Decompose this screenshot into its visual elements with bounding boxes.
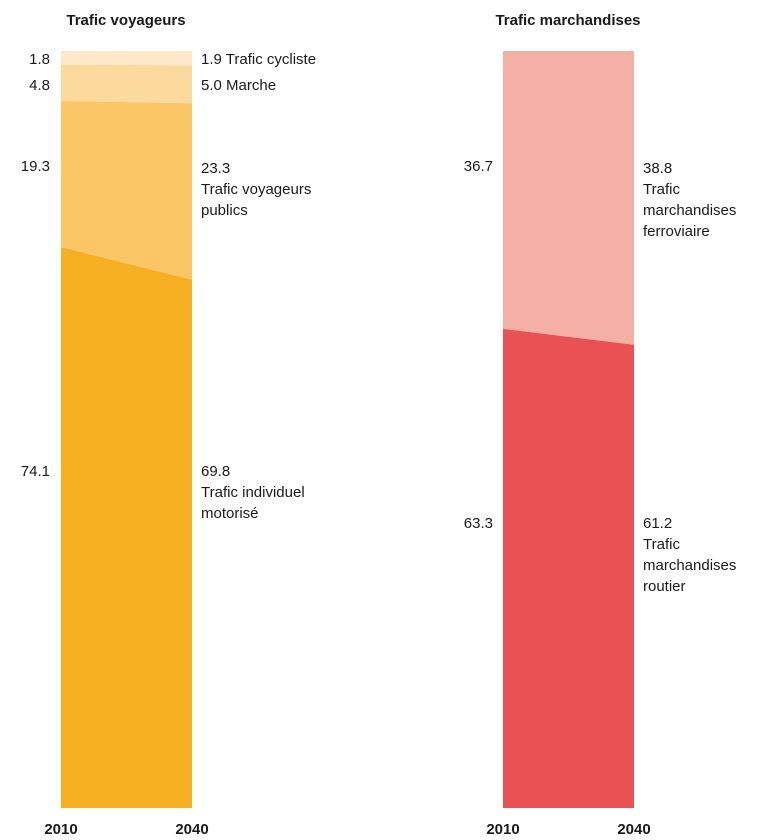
band-trafic-marchandises-ferroviaire [503,51,634,345]
passenger-right-label-cycliste: 1.9 Trafic cycliste [201,51,316,68]
band-trafic-cycliste [61,51,192,66]
freight-right-label-routier-line-2: Trafic [643,536,680,553]
panel-freight: Trafic marchandises 2010 2040 63.3 36.7 … [464,12,741,838]
freight-right-label-routier-line-3: marchandises [643,557,736,574]
freight-right-label-ferroviaire-line-4: ferroviaire [643,223,710,240]
passenger-right-label-publics: 23.3 Trafic voyageurs publics [201,160,316,219]
freight-right-label-routier: 61.2 Trafic marchandises routier [643,515,741,595]
passenger-right-label-motorise-line-2: Trafic individuel [201,484,305,501]
freight-right-label-routier-line-4: routier [643,578,686,595]
band-trafic-individuel-motorise [61,247,192,809]
passenger-left-label-marche: 4.8 [29,77,50,94]
freight-left-label-ferroviaire: 36.7 [464,158,493,175]
passenger-right-label-marche: 5.0 Marche [201,77,276,94]
freight-right-label-ferroviaire-line-3: marchandises [643,202,736,219]
band-trafic-marchandises-routier [503,328,634,808]
passenger-right-label-motorise-line-3: motorisé [201,505,259,522]
band-trafic-voyageurs-publics [61,100,192,280]
passenger-left-label-cycliste: 1.8 [29,51,50,68]
band-marche [61,64,192,104]
freight-right-label-ferroviaire-line-2: Trafic [643,181,680,198]
passenger-right-label-publics-line-2: Trafic voyageurs [201,181,311,198]
freight-x-tick-2040: 2040 [617,821,650,838]
passenger-right-label-motorise-line-1: 69.8 [201,463,230,480]
passenger-title: Trafic voyageurs [66,12,185,29]
freight-right-label-ferroviaire-line-1: 38.8 [643,160,672,177]
passenger-left-label-motorise: 74.1 [21,463,50,480]
freight-left-label-routier: 63.3 [464,515,493,532]
passenger-right-label-publics-line-3: publics [201,202,248,219]
passenger-bands [61,51,192,809]
freight-title: Trafic marchandises [495,12,640,29]
freight-x-tick-2010: 2010 [486,821,519,838]
passenger-x-tick-2040: 2040 [175,821,208,838]
passenger-x-tick-2010: 2010 [44,821,77,838]
passenger-right-label-publics-line-1: 23.3 [201,160,230,177]
passenger-left-label-publics: 19.3 [21,158,50,175]
freight-bands [503,51,634,808]
panel-passenger: Trafic voyageurs 2010 2040 74.1 19.3 4.8… [21,12,316,838]
freight-right-label-ferroviaire: 38.8 Trafic marchandises ferroviaire [643,160,741,240]
freight-right-label-routier-line-1: 61.2 [643,515,672,532]
passenger-right-label-motorise: 69.8 Trafic individuel motorisé [201,463,309,522]
